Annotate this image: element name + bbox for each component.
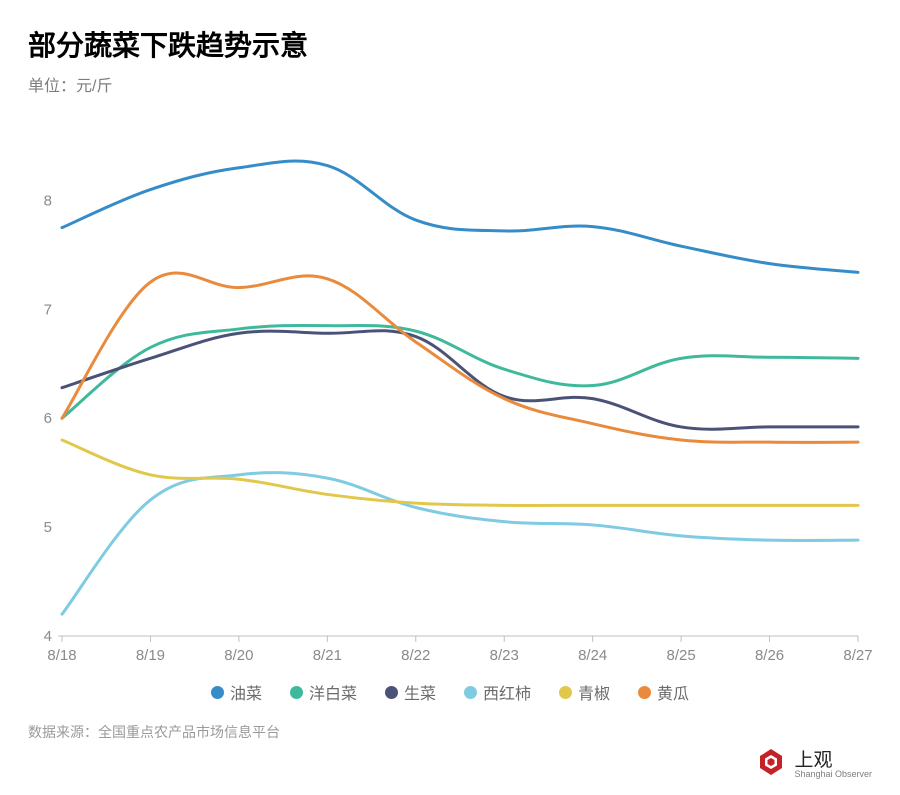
svg-text:8/22: 8/22 bbox=[401, 647, 430, 664]
legend-dot-icon bbox=[290, 686, 303, 699]
legend-item: 生菜 bbox=[385, 680, 436, 704]
legend-item: 洋白菜 bbox=[290, 680, 357, 704]
svg-text:7: 7 bbox=[44, 301, 52, 318]
svg-text:8/27: 8/27 bbox=[843, 647, 872, 664]
svg-text:8: 8 bbox=[44, 192, 52, 209]
svg-text:8/18: 8/18 bbox=[47, 647, 76, 664]
legend-dot-icon bbox=[464, 686, 477, 699]
brand-name: 上观 bbox=[794, 750, 832, 771]
series-line bbox=[62, 331, 858, 430]
brand-mark: 上观 Shanghai Observer bbox=[756, 745, 872, 779]
legend-dot-icon bbox=[385, 686, 398, 699]
svg-text:8/21: 8/21 bbox=[313, 647, 342, 664]
legend: 油菜 洋白菜 生菜 西红柿 青椒 黄瓜 bbox=[28, 680, 872, 704]
legend-label: 青椒 bbox=[578, 680, 610, 704]
legend-dot-icon bbox=[638, 686, 651, 699]
series-line bbox=[62, 440, 858, 506]
legend-label: 洋白菜 bbox=[309, 680, 357, 704]
brand-sub: Shanghai Observer bbox=[794, 770, 872, 779]
brand-icon bbox=[756, 747, 786, 777]
chart-card: 部分蔬菜下跌趋势示意 单位：元/斤 4 5 6 7 8 8/18 8/19 8/20 8/21 8… bbox=[0, 0, 900, 795]
legend-label: 生菜 bbox=[404, 680, 436, 704]
legend-label: 黄瓜 bbox=[657, 680, 689, 704]
source-prefix: 数据来源： bbox=[28, 724, 98, 740]
source-name: 全国重点农产品市场信息平台 bbox=[98, 724, 280, 740]
line-chart: 4 5 6 7 8 8/18 8/19 8/20 8/21 8/22 8/23 8/24 8/25 8/2… bbox=[28, 116, 872, 676]
legend-item: 油菜 bbox=[211, 680, 262, 704]
series-line bbox=[62, 161, 858, 272]
svg-text:8/19: 8/19 bbox=[136, 647, 165, 664]
legend-dot-icon bbox=[559, 686, 572, 699]
svg-text:8/23: 8/23 bbox=[490, 647, 519, 664]
data-source: 数据来源：全国重点农产品市场信息平台 bbox=[28, 722, 872, 742]
legend-item: 西红柿 bbox=[464, 680, 531, 704]
legend-label: 油菜 bbox=[230, 680, 262, 704]
chart-area: 4 5 6 7 8 8/18 8/19 8/20 8/21 8/22 8/23 8/24 8/25 8/2… bbox=[28, 116, 872, 676]
legend-label: 西红柿 bbox=[483, 680, 531, 704]
svg-text:8/25: 8/25 bbox=[667, 647, 696, 664]
unit-label: 单位：元/斤 bbox=[28, 72, 872, 96]
legend-item: 黄瓜 bbox=[638, 680, 689, 704]
legend-item: 青椒 bbox=[559, 680, 610, 704]
svg-text:5: 5 bbox=[44, 519, 52, 536]
chart-title: 部分蔬菜下跌趋势示意 bbox=[28, 24, 872, 64]
svg-text:8/24: 8/24 bbox=[578, 647, 607, 664]
series-line bbox=[62, 473, 858, 615]
legend-dot-icon bbox=[211, 686, 224, 699]
svg-text:4: 4 bbox=[44, 628, 52, 645]
svg-text:6: 6 bbox=[44, 410, 52, 427]
svg-text:8/20: 8/20 bbox=[224, 647, 253, 664]
svg-text:8/26: 8/26 bbox=[755, 647, 784, 664]
